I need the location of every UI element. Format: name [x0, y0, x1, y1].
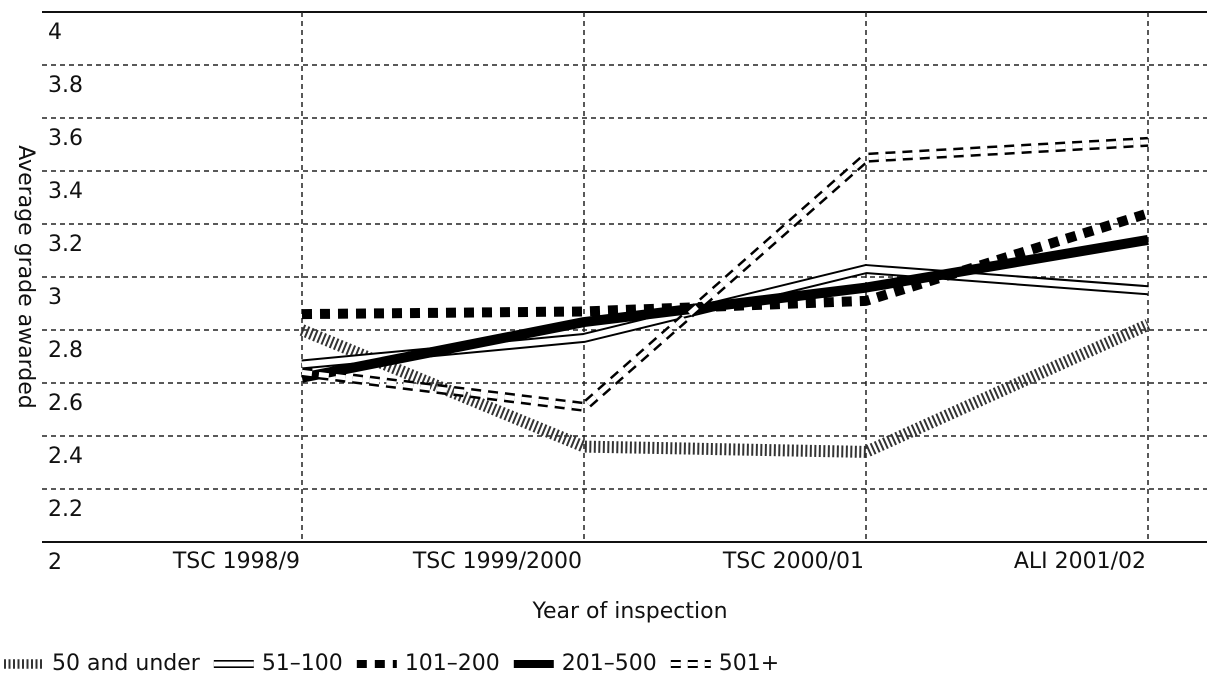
y-tick-label: 2.2: [48, 497, 83, 522]
y-tick-label: 2.4: [48, 444, 83, 469]
y-tick-label: 3.2: [48, 232, 83, 257]
y-tick-label: 3: [48, 285, 62, 310]
legend-label: 501+: [719, 651, 779, 676]
series-line: [301, 136, 1149, 412]
y-axis-title: Average grade awarded: [13, 145, 38, 408]
legend-label: 201–500: [562, 651, 657, 676]
y-tick-label: 2: [48, 550, 62, 575]
y-tick-label: 3.4: [48, 179, 83, 204]
legend-label: 101–200: [405, 651, 500, 676]
legend-label: 51–100: [262, 651, 343, 676]
x-tick-label: TSC 1998/9: [172, 549, 300, 574]
x-tick-label: ALI 2001/02: [1014, 549, 1146, 574]
y-tick-label: 4: [48, 20, 62, 45]
y-tick-label: 2.8: [48, 338, 83, 363]
x-tick-label: TSC 2000/01: [722, 549, 864, 574]
series-line: [301, 234, 1149, 383]
series-line-inner: [301, 139, 1149, 410]
x-tick-label: TSC 1999/2000: [412, 549, 582, 574]
x-axis-title: Year of inspection: [531, 599, 727, 624]
y-tick-label: 3.6: [48, 126, 83, 151]
legend-label: 50 and under: [52, 651, 201, 676]
y-tick-label: 2.6: [48, 391, 83, 416]
series-line: [299, 319, 1151, 458]
y-tick-label: 3.8: [48, 73, 83, 98]
